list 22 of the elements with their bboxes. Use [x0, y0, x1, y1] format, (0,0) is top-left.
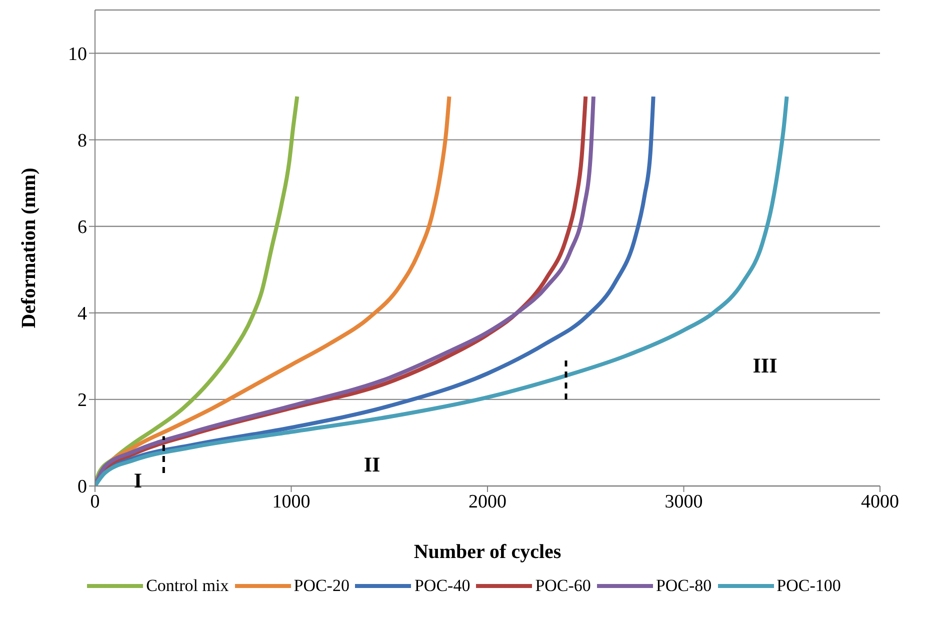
- legend-label: POC-20: [294, 576, 350, 596]
- y-tick-label: 2: [78, 390, 87, 412]
- y-tick-label: 6: [78, 217, 87, 238]
- x-tick-label: 4000: [861, 491, 899, 512]
- x-tick-label: 1000: [272, 491, 310, 512]
- y-tick-label: 10: [68, 44, 87, 66]
- line-series: [95, 94, 789, 486]
- y-axis-title: Deformation (mm): [18, 168, 40, 328]
- annotation: I: [134, 468, 142, 494]
- y-tick-label: 8: [78, 130, 87, 152]
- annotation: II: [364, 452, 380, 478]
- legend-label: Control mix: [146, 576, 229, 596]
- x-axis-title: Number of cycles: [414, 541, 562, 563]
- annotation: III: [752, 354, 778, 378]
- x-tick-label: 3000: [664, 491, 703, 512]
- x-tick-label: 2000: [468, 491, 506, 512]
- y-tick-label: 0: [78, 476, 87, 498]
- legend-label: POC-80: [656, 576, 712, 596]
- legend-label: POC-40: [414, 576, 470, 596]
- legend-label: POC-60: [535, 576, 591, 596]
- y-tick-label: 4: [78, 304, 88, 325]
- legend-label: POC-100: [776, 576, 841, 596]
